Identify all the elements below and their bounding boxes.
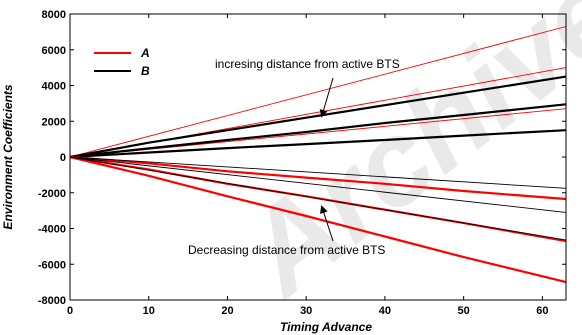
y-tick-label--8000: -8000: [38, 295, 66, 307]
series-line-5: [69, 103, 567, 159]
series-line-11: [69, 156, 567, 213]
series-lines: [69, 26, 567, 284]
annotation-increasing: incresing distance from active BTS: [215, 57, 400, 118]
x-tick-label-20: 20: [221, 305, 233, 317]
x-tick-label-0: 0: [67, 305, 73, 317]
series-line-6: [69, 129, 567, 159]
series-line-10: [69, 156, 567, 189]
y-tick-label-8000: 8000: [42, 9, 66, 21]
series-line-4: [69, 75, 567, 159]
x-tick-label-50: 50: [458, 305, 470, 317]
tick-labels: 0 10 20 30 40 50 60 -8000 -6000 -4000 -2000 0 2000 40…: [38, 9, 549, 317]
annotation-decreasing: Decreasing distance from active BTS: [188, 205, 385, 257]
x-tick-label-30: 30: [300, 305, 312, 317]
y-tick-label-2000: 2000: [42, 116, 66, 128]
axis-ticks: [69, 13, 566, 301]
y-axis-title: Environment Coefficients: [1, 84, 15, 229]
legend: A B: [94, 46, 150, 78]
x-axis-title: Timing Advance: [280, 320, 372, 334]
annotation-decreasing-arrow: [319, 205, 334, 242]
y-tick-label-0: 0: [60, 152, 66, 164]
y-tick-label--6000: -6000: [38, 259, 66, 271]
annotation-decreasing-text: Decreasing distance from active BTS: [188, 243, 385, 257]
annotation-increasing-text: incresing distance from active BTS: [215, 57, 400, 71]
x-tick-label-40: 40: [379, 305, 391, 317]
series-line-12: [69, 156, 567, 241]
legend-label-b: B: [141, 64, 150, 78]
annotation-increasing-arrow: [319, 77, 334, 118]
series-line-9: [69, 155, 567, 284]
y-tick-label-4000: 4000: [42, 81, 66, 93]
y-tick-label--4000: -4000: [38, 224, 66, 236]
series-line-7: [69, 155, 567, 201]
watermark: Archive: [217, 0, 582, 322]
y-tick-label--2000: -2000: [38, 188, 66, 200]
legend-label-a: A: [140, 46, 150, 60]
x-tick-label-60: 60: [536, 305, 548, 317]
y-tick-label-6000: 6000: [42, 45, 66, 57]
x-tick-label-10: 10: [143, 305, 155, 317]
series-line-1: [69, 26, 567, 158]
